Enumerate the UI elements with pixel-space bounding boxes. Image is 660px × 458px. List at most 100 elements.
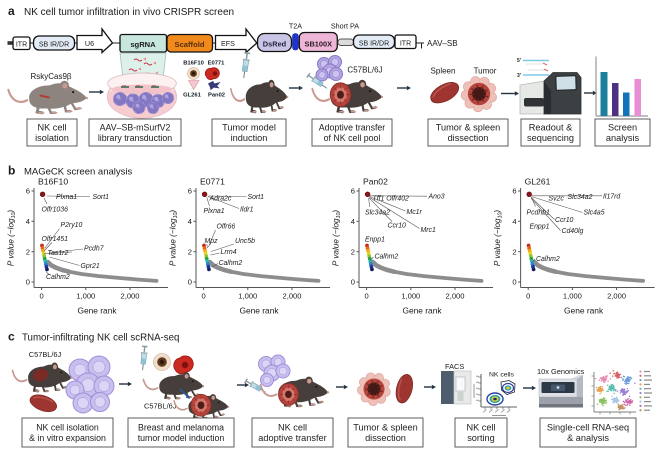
svg-text:Ildr1: Ildr1 (240, 207, 254, 214)
svg-text:Slc34a2: Slc34a2 (568, 194, 593, 201)
svg-text:Adra2c: Adra2c (209, 196, 232, 203)
svg-text:0: 0 (39, 292, 43, 301)
svg-text:adoptive transfer: adoptive transfer (258, 433, 326, 443)
svg-text:Sort1: Sort1 (93, 194, 110, 201)
svg-text:4: 4 (188, 217, 192, 226)
svg-text:NK cell: NK cell (37, 122, 66, 132)
svg-text:4: 4 (512, 217, 516, 226)
svg-text:Olfr66: Olfr66 (217, 224, 236, 231)
svg-text:tumor model induction: tumor model induction (138, 433, 225, 443)
svg-text:sequencing: sequencing (527, 133, 574, 143)
svg-text:2: 2 (26, 247, 30, 256)
svg-text:2: 2 (351, 247, 355, 256)
svg-text:Readout &: Readout & (529, 122, 572, 132)
svg-text:Enpp1: Enpp1 (530, 224, 550, 231)
svg-text:EFS: EFS (221, 39, 235, 48)
svg-text:ITR: ITR (16, 41, 27, 48)
svg-text:4: 4 (26, 217, 30, 226)
svg-text:Tumor & spleen: Tumor & spleen (353, 422, 418, 432)
svg-text:Slc4a5: Slc4a5 (584, 210, 605, 217)
svg-text:2,000: 2,000 (445, 292, 464, 301)
svg-text:2,000: 2,000 (607, 292, 626, 301)
svg-text:dissection: dissection (365, 433, 406, 443)
svg-text:10x Genomics: 10x Genomics (537, 367, 585, 376)
svg-text:6: 6 (188, 187, 192, 196)
svg-text:Adoptive transfer: Adoptive transfer (319, 122, 386, 132)
svg-text:3′: 3′ (517, 73, 522, 79)
svg-text:isolation: isolation (35, 133, 69, 143)
svg-text:Calhm2: Calhm2 (375, 254, 399, 261)
svg-text:Gpr21: Gpr21 (81, 263, 100, 270)
svg-text:NK cells: NK cells (489, 372, 515, 379)
svg-text:B16F10: B16F10 (183, 61, 204, 67)
svg-text:dissection: dissection (448, 133, 489, 143)
svg-text:Il17rd: Il17rd (603, 194, 621, 201)
svg-text:analysis: analysis (606, 133, 640, 143)
svg-text:sorting: sorting (467, 433, 495, 443)
svg-text:DsRed: DsRed (263, 39, 287, 48)
svg-text:Cd40lg: Cd40lg (562, 228, 584, 235)
svg-text:Gene rank: Gene rank (239, 306, 279, 316)
svg-text:6: 6 (26, 187, 30, 196)
svg-text:Gene rank: Gene rank (564, 306, 604, 316)
svg-text:Slc34a2: Slc34a2 (365, 210, 390, 217)
svg-text:a: a (8, 4, 15, 18)
svg-text:Calhm2: Calhm2 (536, 256, 560, 263)
svg-text:Olfr1451: Olfr1451 (42, 236, 69, 243)
svg-text:C57BL/6J: C57BL/6J (144, 402, 177, 411)
svg-text:GL261: GL261 (183, 93, 201, 99)
svg-text:Sv2c: Sv2c (549, 196, 565, 203)
svg-text:Ano3: Ano3 (428, 194, 445, 201)
svg-text:Tas1r2: Tas1r2 (48, 250, 69, 257)
svg-text:b: b (8, 164, 15, 178)
svg-text:Calhm2: Calhm2 (219, 260, 243, 267)
svg-text:Spleen: Spleen (431, 67, 456, 76)
svg-text:sgRNA: sgRNA (130, 40, 156, 49)
svg-text:Tumor & spleen: Tumor & spleen (436, 122, 501, 132)
svg-text:2: 2 (188, 247, 192, 256)
svg-text:AAV–SB-mSurfV2: AAV–SB-mSurfV2 (100, 122, 171, 132)
svg-text:6: 6 (512, 187, 516, 196)
svg-text:Plxna1: Plxna1 (56, 194, 77, 201)
svg-text:GL261: GL261 (525, 177, 551, 187)
svg-text:Pan02: Pan02 (363, 177, 388, 187)
svg-text:Plxna1: Plxna1 (204, 208, 225, 215)
svg-text:ITR: ITR (400, 40, 411, 47)
svg-text:P value (−log10): P value (−log10) (7, 210, 18, 267)
svg-text:NK cell: NK cell (278, 422, 307, 432)
svg-text:1,000: 1,000 (238, 292, 257, 301)
svg-text:C57BL/6J: C57BL/6J (29, 350, 62, 359)
svg-text:0: 0 (26, 278, 30, 287)
svg-text:Lrrn4: Lrrn4 (221, 249, 237, 256)
svg-text:Mpz: Mpz (205, 238, 219, 245)
svg-text:Single-cell RNA-seq: Single-cell RNA-seq (547, 422, 629, 432)
svg-text:Tumor-infiltrating NK cell scR: Tumor-infiltrating NK cell scRNA-seq (22, 333, 179, 344)
svg-text:1,000: 1,000 (76, 292, 95, 301)
svg-text:Gene rank: Gene rank (77, 306, 117, 316)
svg-text:NK cell tumor infiltration in: NK cell tumor infiltration in vivo CRISP… (24, 7, 234, 18)
svg-text:SB IR/DR: SB IR/DR (359, 40, 389, 47)
svg-text:Screen: Screen (608, 122, 637, 132)
svg-text:Ccr10: Ccr10 (555, 217, 574, 224)
svg-text:6: 6 (351, 187, 355, 196)
svg-text:Pan02: Pan02 (208, 93, 225, 99)
svg-text:0: 0 (512, 278, 516, 287)
svg-text:E0771: E0771 (208, 61, 226, 67)
svg-text:Tff1 Olfr402: Tff1 Olfr402 (373, 196, 410, 203)
svg-text:& analysis: & analysis (567, 433, 609, 443)
svg-text:Tumor: Tumor (474, 67, 497, 76)
svg-text:SB100X: SB100X (305, 39, 333, 48)
svg-text:Pcdh7: Pcdh7 (84, 246, 105, 253)
svg-text:Pcdhb1: Pcdhb1 (527, 210, 551, 217)
svg-text:induction: induction (231, 133, 268, 143)
svg-text:Olfr1036: Olfr1036 (42, 207, 69, 214)
svg-text:5′: 5′ (517, 58, 522, 64)
svg-text:2,000: 2,000 (120, 292, 139, 301)
svg-text:Breast and melanoma: Breast and melanoma (138, 422, 224, 432)
svg-text:0: 0 (351, 278, 355, 287)
svg-text:& in vitro expansion: & in vitro expansion (29, 433, 106, 443)
svg-text:U6: U6 (85, 39, 94, 48)
svg-text:P value (−log10): P value (−log10) (169, 210, 180, 267)
svg-text:RskyCas9β: RskyCas9β (30, 72, 71, 81)
svg-text:FACS: FACS (445, 362, 464, 371)
